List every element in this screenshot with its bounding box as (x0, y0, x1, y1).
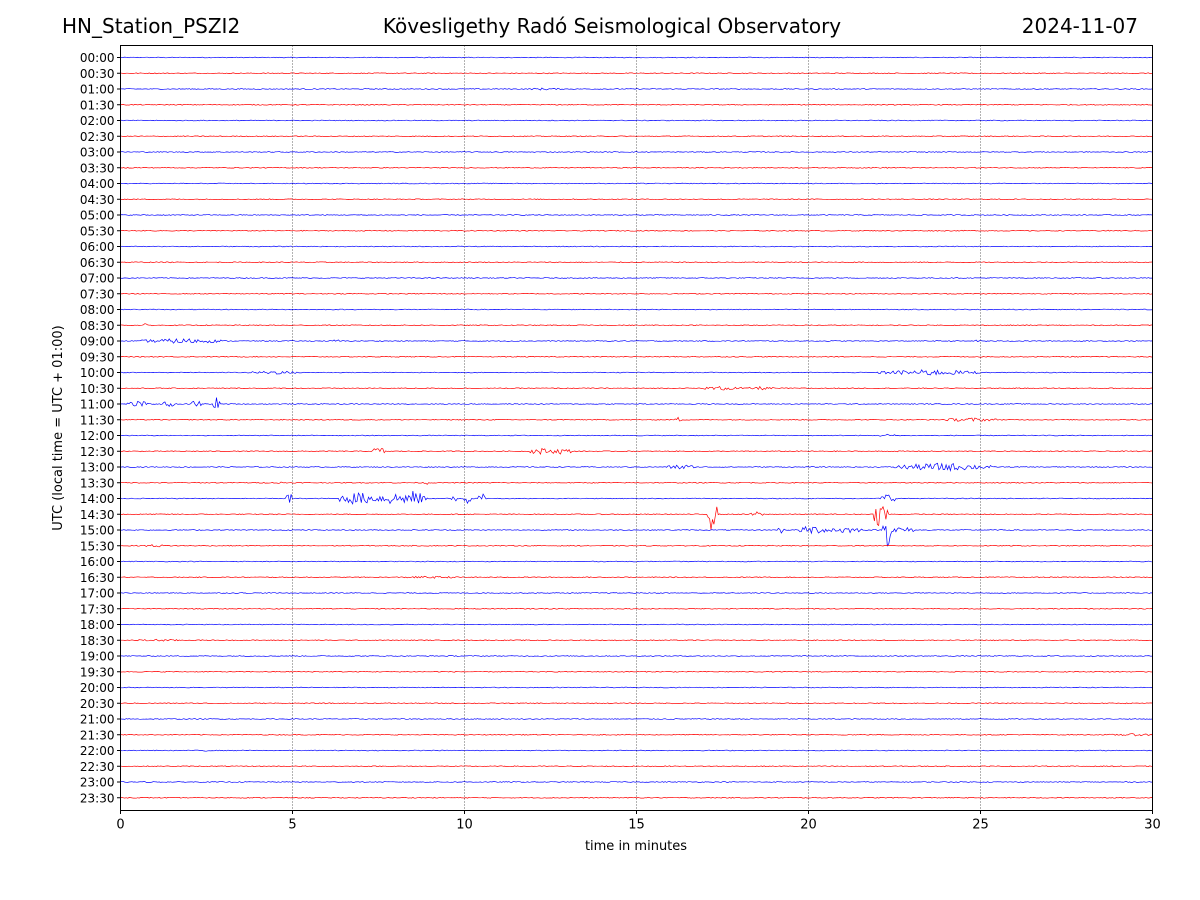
x-tick-label: 25 (972, 818, 989, 833)
trace-0100 (120, 87, 1153, 91)
y-tick-label: 04:00 (80, 177, 115, 191)
x-ticks-group: 0 5 10 15 20 25 30 (116, 810, 1161, 833)
y-tick-label: 20:30 (80, 697, 115, 711)
gridlines-group (292, 45, 981, 811)
y-tick-label: 21:00 (80, 713, 115, 727)
y-tick-label: 16:00 (80, 555, 115, 569)
trace-2330 (120, 796, 1153, 799)
y-tick-label: 02:30 (80, 130, 115, 144)
trace-1700 (120, 592, 1153, 594)
y-tick-label: 11:30 (80, 413, 115, 427)
chart-title: Kövesligethy Radó Seismological Observat… (382, 14, 842, 38)
x-tick-label: 0 (116, 818, 124, 833)
trace-1730 (120, 607, 1153, 610)
y-tick-label: 23:00 (80, 776, 115, 790)
y-tick-label: 06:30 (80, 256, 115, 270)
y-tick-label: 13:30 (80, 476, 115, 490)
y-tick-label: 14:30 (80, 508, 115, 522)
x-axis-label: time in minutes (585, 839, 687, 854)
trace-1930 (120, 670, 1153, 673)
trace-1000 (120, 369, 1153, 376)
y-tick-label: 00:30 (80, 67, 115, 81)
y-tick-label: 03:00 (80, 146, 115, 160)
x-tick-label: 5 (288, 818, 296, 833)
y-tick-label: 15:30 (80, 539, 115, 553)
y-tick-label: 05:30 (80, 224, 115, 238)
y-tick-label: 04:30 (80, 193, 115, 207)
y-tick-label: 15:00 (80, 524, 115, 538)
y-tick-label: 10:00 (80, 366, 115, 380)
trace-0330 (120, 166, 1153, 169)
y-tick-label: 09:30 (80, 350, 115, 364)
y-tick-label: 16:30 (80, 571, 115, 585)
trace-0200 (120, 119, 1153, 122)
trace-2130 (120, 733, 1153, 737)
trace-2100 (120, 718, 1153, 720)
y-tick-label: 14:00 (80, 492, 115, 506)
x-tick-label: 20 (800, 818, 817, 833)
trace-1100 (120, 397, 1153, 408)
y-tick-label: 07:30 (80, 287, 115, 301)
y-tick-label: 08:00 (80, 303, 115, 317)
chart-date: 2024-11-07 (1021, 14, 1138, 38)
trace-0700 (120, 277, 1153, 279)
trace-1530 (120, 544, 1153, 548)
y-tick-label: 17:30 (80, 602, 115, 616)
trace-0300 (120, 151, 1153, 153)
trace-2300 (120, 781, 1153, 783)
x-tick-label: 10 (456, 818, 473, 833)
y-tick-label: 17:00 (80, 587, 115, 601)
trace-1330 (120, 481, 1153, 485)
y-tick-label: 06:00 (80, 240, 115, 254)
y-tick-label: 05:00 (80, 209, 115, 223)
y-axis-label: UTC (local time = UTC + 01:00) (51, 325, 66, 530)
x-tick-label: 15 (628, 818, 645, 833)
traces-group (120, 56, 1153, 799)
y-tick-label: 22:00 (80, 744, 115, 758)
y-tick-label: 01:00 (80, 83, 115, 97)
y-tick-label: 00:00 (80, 51, 115, 65)
y-tick-label: 13:00 (80, 461, 115, 475)
y-tick-label: 19:30 (80, 665, 115, 679)
y-tick-label: 20:00 (80, 681, 115, 695)
trace-1500 (120, 525, 1153, 547)
y-tick-label: 19:00 (80, 650, 115, 664)
trace-0930 (120, 355, 1153, 358)
y-tick-label: 21:30 (80, 728, 115, 742)
y-tick-label: 09:00 (80, 335, 115, 349)
y-tick-label: 02:00 (80, 114, 115, 128)
y-tick-label: 01:30 (80, 98, 115, 112)
trace-0500 (120, 214, 1153, 216)
trace-1900 (120, 655, 1153, 657)
y-tick-label: 11:00 (80, 398, 115, 412)
station-name: HN_Station_PSZI2 (62, 14, 241, 38)
trace-1300 (120, 462, 1153, 472)
y-tick-label: 07:00 (80, 272, 115, 286)
y-tick-label: 08:30 (80, 319, 115, 333)
y-tick-label: 22:30 (80, 760, 115, 774)
y-tick-label: 12:30 (80, 445, 115, 459)
x-tick-label: 30 (1144, 818, 1161, 833)
y-tick-label: 12:00 (80, 429, 115, 443)
y-tick-label: 03:30 (80, 161, 115, 175)
trace-0130 (120, 103, 1153, 106)
trace-0000 (120, 56, 1153, 59)
y-tick-label: 18:30 (80, 634, 115, 648)
trace-0530 (120, 229, 1153, 232)
y-tick-label: 10:30 (80, 382, 115, 396)
y-tick-label: 18:00 (80, 618, 115, 632)
trace-0730 (120, 292, 1153, 295)
y-tick-label: 23:30 (80, 791, 115, 805)
